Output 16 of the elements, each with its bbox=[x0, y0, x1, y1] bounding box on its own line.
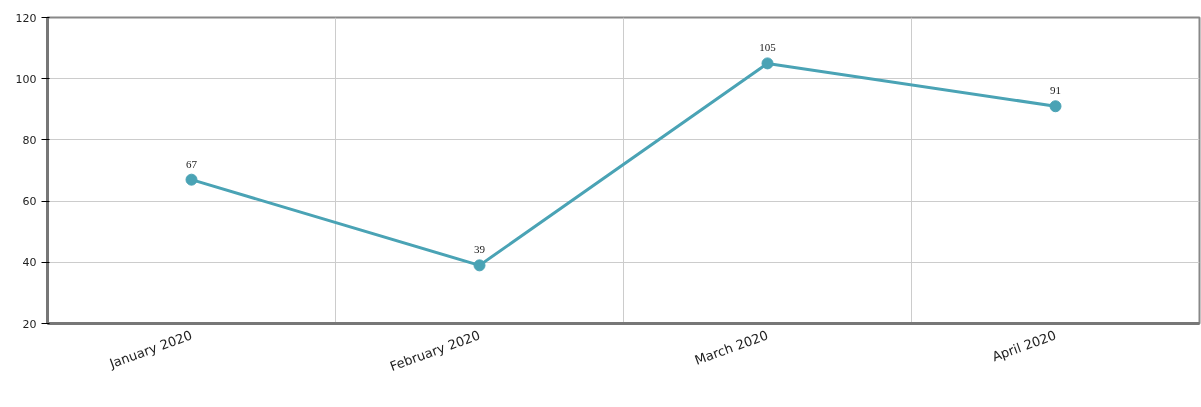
data-label: 67 bbox=[186, 157, 198, 170]
point bbox=[1049, 100, 1062, 113]
data-label: 39 bbox=[474, 243, 486, 256]
x-tick-label: April 2020 bbox=[990, 327, 1059, 365]
point bbox=[185, 173, 198, 186]
y-tick-label: 20 bbox=[22, 317, 37, 331]
data-label: 105 bbox=[759, 41, 777, 54]
data-label: 91 bbox=[1050, 84, 1061, 97]
point bbox=[473, 259, 486, 272]
y-tick-label: 120 bbox=[15, 11, 37, 25]
x-tick-label: March 2020 bbox=[692, 327, 771, 368]
y-tick-label: 100 bbox=[15, 72, 37, 86]
point bbox=[761, 57, 774, 70]
y-tick-label: 60 bbox=[22, 195, 37, 209]
y-tick-label: 80 bbox=[22, 133, 37, 147]
y-tick-label: 40 bbox=[22, 256, 37, 270]
